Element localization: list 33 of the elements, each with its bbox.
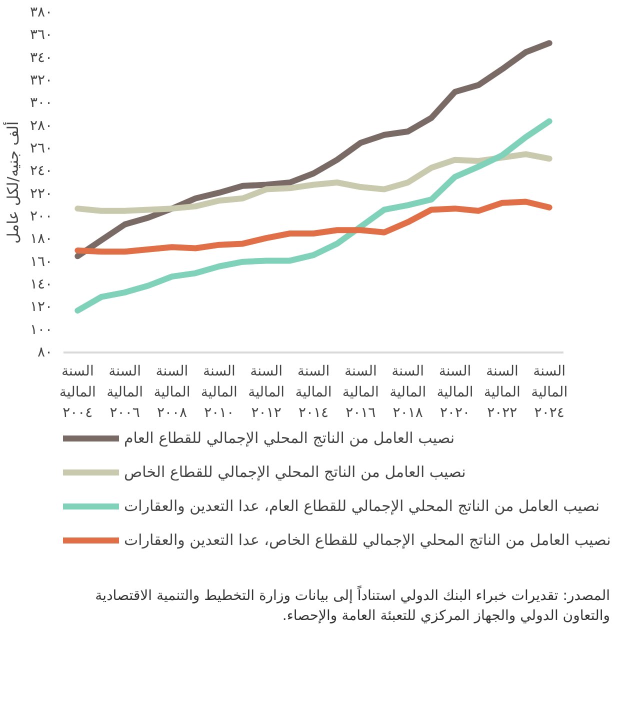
legend-label: نصيب العامل من الناتج المحلي الإجمالي للقطاع العام xyxy=(124,428,455,448)
x-tick-label: السنة المالية ٢٠٠٦ xyxy=(106,364,144,422)
y-tick-label: ٢٢٠ xyxy=(30,186,53,202)
y-tick-label: ١٠٠ xyxy=(30,322,53,338)
y-tick-label: ١٦٠ xyxy=(30,254,53,270)
x-tick-label: السنة المالية ٢٠١٠ xyxy=(200,364,238,422)
x-tick-label: السنة المالية ٢٠٠٨ xyxy=(154,364,190,422)
x-tick-label: السنة المالية ٢٠٢٠ xyxy=(436,364,474,422)
x-tick-label: السنة المالية ٢٠٠٤ xyxy=(59,364,96,422)
y-tick-label: ٣٠٠ xyxy=(30,95,53,112)
y-tick-label: ٢٦٠ xyxy=(30,140,53,156)
legend-label: نصيب العامل من الناتج المحلي الإجمالي للقطاع العام، عدا التعدين والعقارات xyxy=(124,496,600,516)
y-axis-title: ألف جنيه/لكل عامل xyxy=(2,121,22,244)
text: المصدر: تقديرات خبراء البنك الدولي استناداً إلى بيانات وزارة التخطيط والتنمية الاقتصادية والتعاون الدولي والجهاز المركزي للتعبئة العامة والإحصاء. xyxy=(94,587,610,626)
y-tick-label: ٨٠ xyxy=(37,344,53,360)
x-tick-label: السنة المالية ٢٠١٦ xyxy=(342,364,379,422)
y-tick-label: ٢٨٠ xyxy=(30,118,53,134)
y-tick-label: ٣٤٠ xyxy=(30,50,53,66)
x-tick-label: السنة المالية ٢٠٢٢ xyxy=(484,364,520,422)
x-tick-label: السنة المالية ٢٠١٤ xyxy=(295,364,332,422)
x-tick-label: السنة المالية ٢٠١٨ xyxy=(390,364,426,422)
x-tick-label: السنة المالية ٢٠١٢ xyxy=(248,364,285,422)
legend-label: نصيب العامل من الناتج المحلي الإجمالي للقطاع الخاص xyxy=(124,462,466,482)
y-tick-label: ١٤٠ xyxy=(30,276,53,292)
y-tick-label: ٣٢٠ xyxy=(30,72,53,88)
legend-label: نصيب العامل من الناتج المحلي الإجمالي للقطاع الخاص، عدا التعدين والعقارات xyxy=(124,530,611,550)
y-tick-label: ١٢٠ xyxy=(30,299,53,316)
y-tick-label: ٢٤٠ xyxy=(30,163,53,180)
y-tick-label: ٢٠٠ xyxy=(30,208,53,224)
y-tick-label: ١٨٠ xyxy=(30,231,53,248)
y-tick-label: ٣٦٠ xyxy=(30,27,53,44)
y-tick-label: ٣٨٠ xyxy=(30,4,53,20)
x-tick-label: السنة المالية ٢٠٢٤ xyxy=(531,364,568,422)
